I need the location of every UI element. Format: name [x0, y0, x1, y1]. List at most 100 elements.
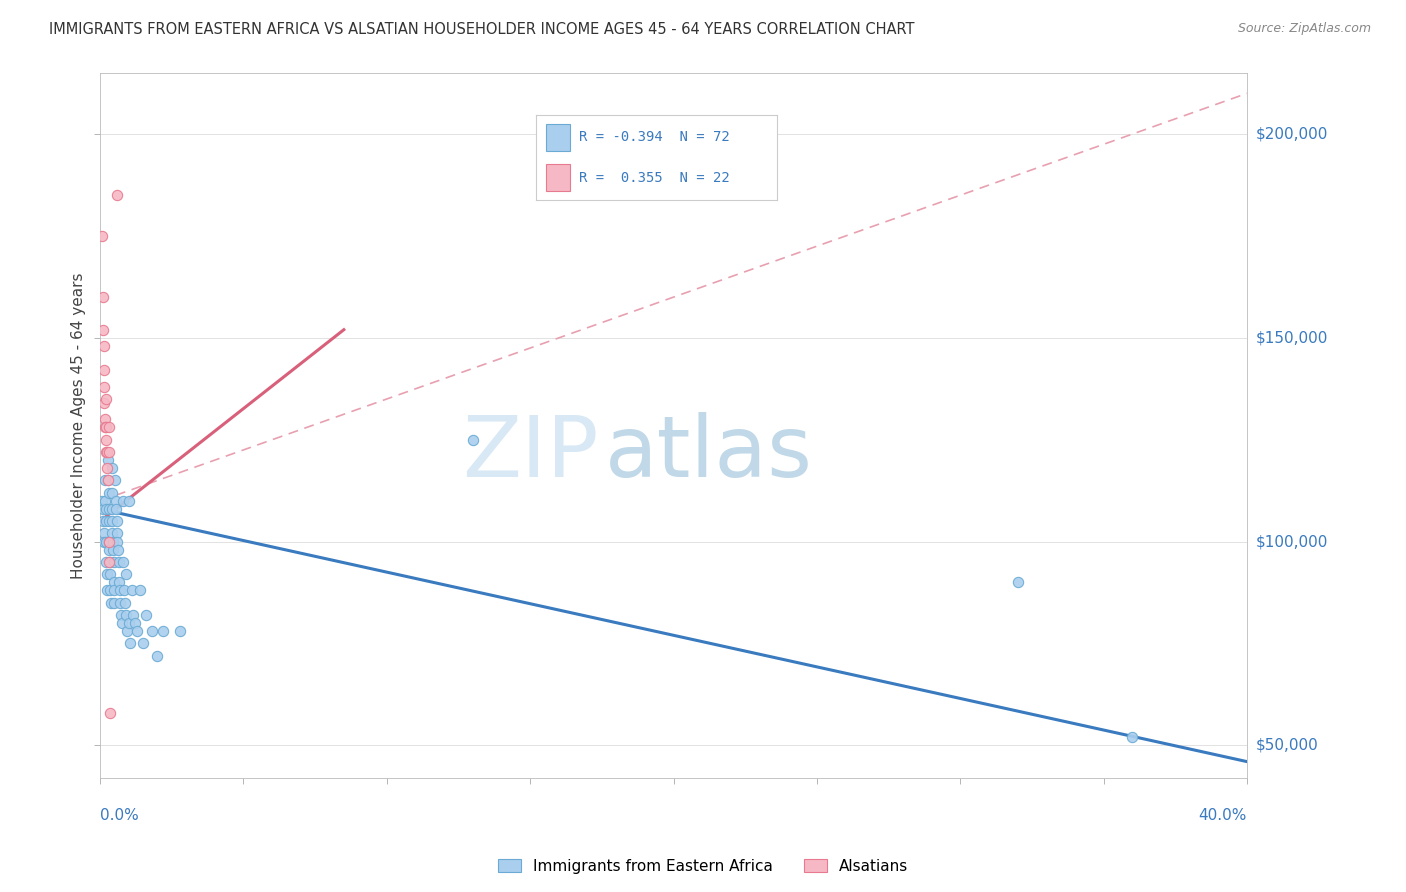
Point [107, 542, 129, 557]
Point [103, 575, 125, 590]
Point [132, 636, 155, 650]
Point [94, 445, 117, 459]
Point [118, 493, 141, 508]
Point [97, 502, 120, 516]
Point [94, 514, 117, 528]
Point [105, 514, 128, 528]
Point [97, 474, 120, 488]
Point [93, 396, 115, 410]
Point [94, 433, 117, 447]
Point [107, 555, 129, 569]
Point [110, 607, 132, 622]
Point [101, 542, 124, 557]
Text: ZIP: ZIP [463, 412, 599, 495]
Legend: Immigrants from Eastern Africa, Alsatians: Immigrants from Eastern Africa, Alsatian… [492, 853, 914, 880]
Point [93, 526, 115, 541]
Point [103, 596, 125, 610]
Text: 40.0%: 40.0% [1199, 808, 1247, 823]
Point [96, 461, 118, 475]
Point [93, 380, 115, 394]
Point [152, 624, 174, 639]
Point [100, 485, 122, 500]
Point [91, 514, 114, 528]
Point [96, 567, 118, 582]
Point [98, 542, 121, 557]
Point [91, 290, 114, 304]
Point [91, 323, 114, 337]
Point [96, 445, 118, 459]
Point [104, 493, 127, 508]
Point [97, 514, 120, 528]
Point [91, 229, 114, 244]
Point [93, 534, 115, 549]
Point [108, 596, 131, 610]
Point [141, 624, 163, 639]
Point [146, 648, 169, 663]
Text: $200,000: $200,000 [1256, 127, 1327, 142]
Point [98, 555, 121, 569]
Point [129, 583, 152, 598]
Point [121, 583, 143, 598]
Point [94, 474, 117, 488]
Point [112, 555, 135, 569]
Point [98, 706, 121, 720]
Point [91, 502, 114, 516]
Point [93, 339, 115, 353]
Point [111, 616, 134, 631]
Y-axis label: Householder Income Ages 45 - 64 years: Householder Income Ages 45 - 64 years [72, 272, 86, 579]
Point [114, 596, 136, 610]
Point [1007, 575, 1029, 590]
Point [98, 583, 121, 598]
Point [97, 474, 120, 488]
Point [105, 526, 128, 541]
Point [96, 420, 118, 434]
Point [101, 514, 124, 528]
Point [112, 583, 135, 598]
Point [96, 392, 118, 406]
Point [103, 583, 125, 598]
Point [97, 420, 120, 434]
Point [94, 420, 117, 434]
Point [98, 567, 121, 582]
Text: $150,000: $150,000 [1256, 330, 1327, 345]
Point [96, 583, 118, 598]
Point [115, 567, 138, 582]
Point [135, 607, 157, 622]
Text: Source: ZipAtlas.com: Source: ZipAtlas.com [1237, 22, 1371, 36]
Point [115, 607, 138, 622]
Text: IMMIGRANTS FROM EASTERN AFRICA VS ALSATIAN HOUSEHOLDER INCOME AGES 45 - 64 YEARS: IMMIGRANTS FROM EASTERN AFRICA VS ALSATI… [49, 22, 915, 37]
Point [118, 616, 141, 631]
Point [122, 607, 145, 622]
Point [98, 534, 121, 549]
Point [117, 624, 139, 639]
Point [96, 534, 118, 549]
Text: atlas: atlas [605, 412, 813, 495]
Point [96, 555, 118, 569]
Point [104, 474, 127, 488]
Point [100, 502, 122, 516]
Point [1121, 730, 1143, 744]
Point [169, 624, 191, 639]
Point [94, 493, 117, 508]
Point [98, 534, 121, 549]
Point [101, 534, 124, 549]
Point [94, 502, 117, 516]
Point [97, 445, 120, 459]
Point [93, 363, 115, 377]
Point [105, 188, 128, 202]
Point [94, 412, 117, 426]
Point [97, 485, 120, 500]
Text: $50,000: $50,000 [1256, 738, 1317, 753]
Point [98, 555, 121, 569]
Point [127, 624, 149, 639]
Point [120, 636, 142, 650]
Text: $100,000: $100,000 [1256, 534, 1327, 549]
Point [461, 433, 484, 447]
Point [104, 502, 127, 516]
Point [108, 583, 131, 598]
Point [105, 534, 128, 549]
Point [100, 596, 122, 610]
Point [101, 526, 124, 541]
Point [112, 493, 135, 508]
Point [91, 493, 114, 508]
